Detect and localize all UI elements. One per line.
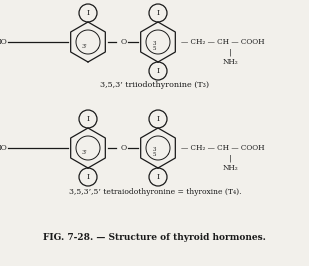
Text: — CH₂ — CH — COOH: — CH₂ — CH — COOH <box>181 144 265 152</box>
Circle shape <box>79 4 97 22</box>
Text: NH₂: NH₂ <box>222 164 238 172</box>
Text: 3
5: 3 5 <box>152 41 156 51</box>
Circle shape <box>79 168 97 186</box>
Text: I: I <box>87 115 90 123</box>
Text: O: O <box>121 144 127 152</box>
Text: I: I <box>156 115 159 123</box>
Text: NH₂: NH₂ <box>222 58 238 66</box>
Text: I: I <box>156 173 159 181</box>
Text: O: O <box>121 38 127 46</box>
Text: 3,5,3’,5’ tetraiodothyronine = thyroxine (T₄).: 3,5,3’,5’ tetraiodothyronine = thyroxine… <box>69 188 241 196</box>
Circle shape <box>149 62 167 80</box>
Text: |: | <box>229 154 231 162</box>
Text: HO: HO <box>0 144 7 152</box>
Text: HO: HO <box>0 38 7 46</box>
Circle shape <box>149 168 167 186</box>
Text: |: | <box>229 48 231 56</box>
Text: 3': 3' <box>81 149 87 155</box>
Text: 3,5,3’ triiodothyronine (T₃): 3,5,3’ triiodothyronine (T₃) <box>100 81 210 89</box>
Text: I: I <box>87 173 90 181</box>
Circle shape <box>79 110 97 128</box>
Text: 3': 3' <box>81 44 87 48</box>
Text: FIG. 7-28. — Structure of thyroid hormones.: FIG. 7-28. — Structure of thyroid hormon… <box>43 232 265 242</box>
Text: I: I <box>156 67 159 75</box>
Text: I: I <box>156 9 159 17</box>
Text: I: I <box>87 9 90 17</box>
Circle shape <box>149 110 167 128</box>
Text: 3
5: 3 5 <box>152 147 156 157</box>
Text: — CH₂ — CH — COOH: — CH₂ — CH — COOH <box>181 38 265 46</box>
Circle shape <box>149 4 167 22</box>
